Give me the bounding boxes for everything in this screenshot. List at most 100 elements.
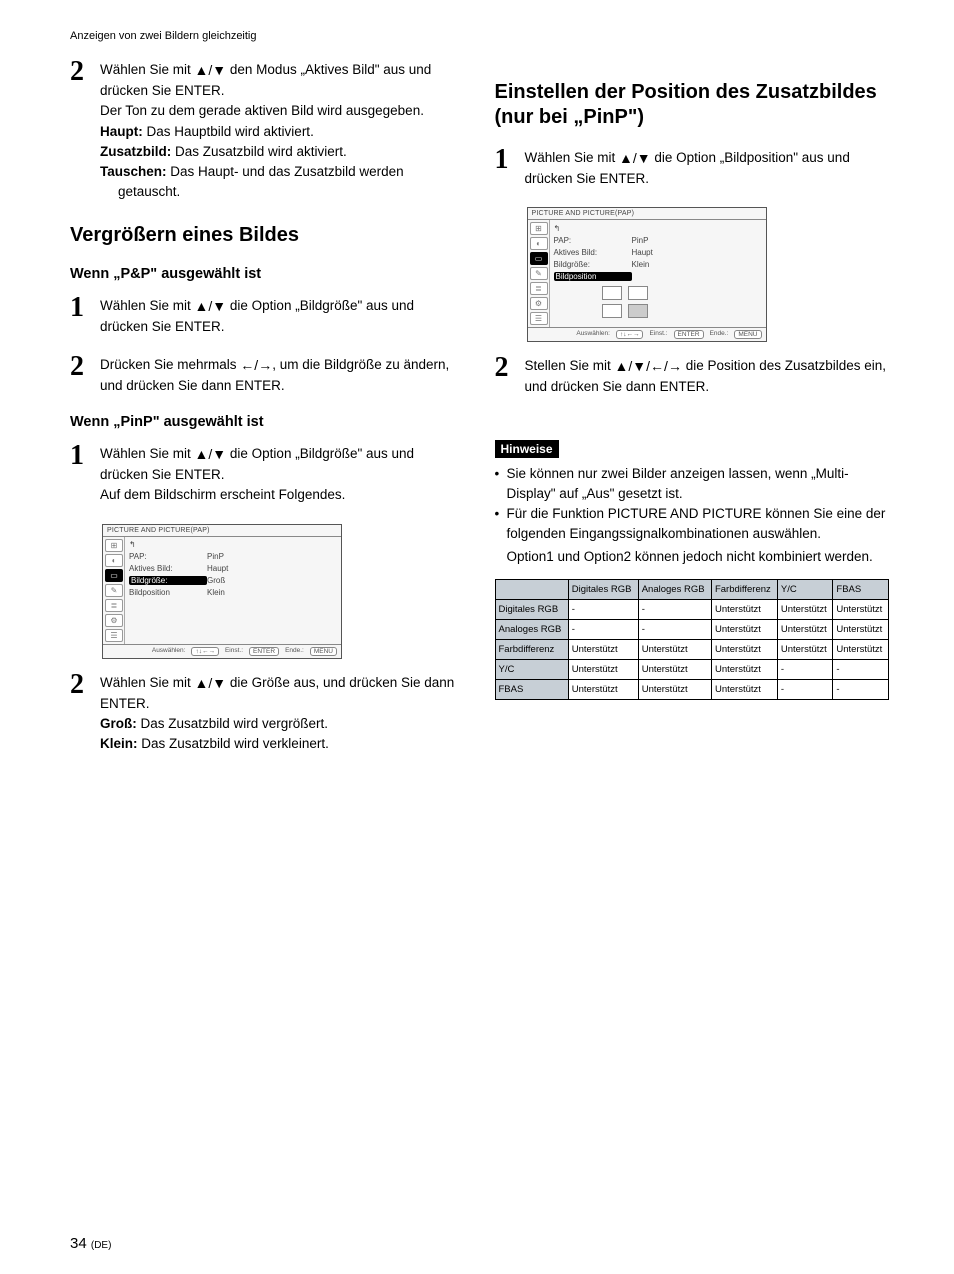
osd-title: PICTURE AND PICTURE(PAP) <box>103 525 341 537</box>
note-text: Option1 und Option2 können jedoch nicht … <box>507 547 890 567</box>
table-cell: - <box>777 679 833 699</box>
step-body: Wählen Sie mit ▲/▼ die Option „Bildposit… <box>525 148 890 189</box>
note-text: Sie können nur zwei Bilder anzeigen lass… <box>507 464 890 505</box>
table-row: Y/CUnterstütztUnterstütztUnterstützt-- <box>495 659 889 679</box>
table-cell: Unterstützt <box>833 619 889 639</box>
osd-menu-row: BildpositionKlein <box>129 587 337 599</box>
osd-icon: ◐ <box>530 237 548 250</box>
osd-sidebar-icons: ⊞ ◐ ▭ ✎ ≣ ⚙ ☰ <box>528 220 550 327</box>
table-cell: Unterstützt <box>638 659 711 679</box>
osd-title: PICTURE AND PICTURE(PAP) <box>528 208 766 220</box>
table-row: Analoges RGB--UnterstütztUnterstütztUnte… <box>495 619 889 639</box>
table-cell: - <box>833 679 889 699</box>
osd-footer-button: ↑↓←→ <box>616 330 644 339</box>
osd-icon: ⚙ <box>105 614 123 627</box>
table-cell: - <box>568 599 638 619</box>
osd-menu-row: PAP:PinP <box>554 234 762 246</box>
table-header-cell: FBAS <box>833 579 889 599</box>
table-row: FBASUnterstütztUnterstütztUnterstützt-- <box>495 679 889 699</box>
step-body: Wählen Sie mit ▲/▼ die Option „Bildgröße… <box>100 296 465 337</box>
osd-row-key: PAP: <box>129 552 207 561</box>
table-cell: Unterstützt <box>833 639 889 659</box>
table-header-cell: Digitales RGB <box>568 579 638 599</box>
osd-icon: ✎ <box>105 584 123 597</box>
page-number-main: 34 <box>70 1235 87 1252</box>
all-arrows-icon: ▲/▼/←/→ <box>615 356 682 377</box>
osd-row-key: Bildposition <box>129 588 207 597</box>
osd-row-key: Bildgröße: <box>129 576 207 585</box>
osd-icon: ✎ <box>530 267 548 280</box>
table-cell: - <box>833 659 889 679</box>
compatibility-table: Digitales RGBAnaloges RGBFarbdifferenzY/… <box>495 579 890 700</box>
osd-row-key: Aktives Bild: <box>554 248 632 257</box>
step-number: 1 <box>70 442 100 470</box>
step-number: 1 <box>70 294 100 322</box>
pp-step-1: 1 Wählen Sie mit ▲/▼ die Option „Bildgrö… <box>70 296 465 337</box>
page-number: 34 (DE) <box>70 1235 111 1252</box>
osd-icon: ⊞ <box>105 539 123 552</box>
osd-footer-button: ENTER <box>674 330 704 339</box>
table-header-cell: Y/C <box>777 579 833 599</box>
table-header-cell: Farbdifferenz <box>711 579 777 599</box>
section-heading-enlarge: Vergrößern eines Bildes <box>70 223 465 248</box>
osd-row-key: Bildposition <box>554 272 632 281</box>
osd-footer-label: Einst.: <box>225 647 243 656</box>
osd-row-value: PinP <box>207 552 337 561</box>
osd-menu-row: Bildgröße:Klein <box>554 258 762 270</box>
osd-content: ↰PAP:PinPAktives Bild:HauptBildgröße:Kle… <box>550 220 766 327</box>
osd-menu-row: ↰ <box>129 539 337 551</box>
osd-menu-row: PAP:PinP <box>129 551 337 563</box>
position-box <box>628 286 648 300</box>
position-step-2: 2 Stellen Sie mit ▲/▼/←/→ die Position d… <box>495 356 890 397</box>
osd-row-value: Klein <box>632 260 762 269</box>
osd-footer-label: Auswählen: <box>152 647 186 656</box>
osd-menu-row: Aktives Bild:Haupt <box>554 246 762 258</box>
step-body: Wählen Sie mit ▲/▼ den Modus „Aktives Bi… <box>100 60 465 203</box>
pinp-step-2: 2 Wählen Sie mit ▲/▼ die Größe aus, und … <box>70 673 465 755</box>
text: Das Hauptbild wird aktiviert. <box>143 124 314 139</box>
note-text: Für die Funktion PICTURE AND PICTURE kön… <box>507 504 890 545</box>
table-row-header: Digitales RGB <box>495 599 568 619</box>
osd-menu-figure-bildgroesse: PICTURE AND PICTURE(PAP) ⊞ ◐ ▭ ✎ ≣ ⚙ ☰ ↰… <box>102 524 342 659</box>
osd-row-key: Bildgröße: <box>554 260 632 269</box>
osd-menu-row: Bildgröße:Groß <box>129 575 337 587</box>
table-cell: Unterstützt <box>833 599 889 619</box>
table-cell: Unterstützt <box>777 639 833 659</box>
text: Das Zusatzbild wird vergrößert. <box>137 716 328 731</box>
table-row-header: Analoges RGB <box>495 619 568 639</box>
table-row: FarbdifferenzUnterstütztUnterstütztUnter… <box>495 639 889 659</box>
table-cell: Unterstützt <box>638 639 711 659</box>
osd-row-key: Aktives Bild: <box>129 564 207 573</box>
up-down-arrow-icon: ▲/▼ <box>195 673 227 694</box>
step-body: Stellen Sie mit ▲/▼/←/→ die Position des… <box>525 356 890 397</box>
left-right-arrow-icon: ←/→ <box>240 355 272 376</box>
text: Wählen Sie mit <box>100 675 195 690</box>
osd-footer-button: ENTER <box>249 647 279 656</box>
table-cell: - <box>638 599 711 619</box>
osd-footer-label: Einst.: <box>649 330 667 339</box>
page-number-suffix: (DE) <box>91 1240 112 1251</box>
table-cell: - <box>568 619 638 639</box>
osd-icon: ⚙ <box>530 297 548 310</box>
osd-icon: ◐ <box>105 554 123 567</box>
gross-label: Groß: <box>100 716 137 731</box>
running-header: Anzeigen von zwei Bildern gleichzeitig <box>70 30 889 42</box>
step-body: Wählen Sie mit ▲/▼ die Option „Bildgröße… <box>100 444 465 506</box>
text: Stellen Sie mit <box>525 358 615 373</box>
haupt-label: Haupt: <box>100 124 143 139</box>
osd-row-key: PAP: <box>554 236 632 245</box>
right-column: Einstellen der Position des Zusatzbildes… <box>495 60 890 772</box>
table-cell: Unterstützt <box>711 659 777 679</box>
position-step-1: 1 Wählen Sie mit ▲/▼ die Option „Bildpos… <box>495 148 890 189</box>
table-row: Digitales RGB--UnterstütztUnterstütztUnt… <box>495 599 889 619</box>
osd-icon: ☰ <box>530 312 548 325</box>
step-body: Drücken Sie mehrmals ←/→, um die Bildgrö… <box>100 355 465 396</box>
osd-row-value: PinP <box>632 236 762 245</box>
osd-position-preview-row1 <box>554 286 762 300</box>
note-item: •Sie können nur zwei Bilder anzeigen las… <box>495 464 890 505</box>
osd-menu-row: Bildposition <box>554 270 762 282</box>
table-row-header: Farbdifferenz <box>495 639 568 659</box>
position-box <box>602 304 622 318</box>
text: Wählen Sie mit <box>100 298 195 313</box>
text: Der Ton zu dem gerade aktiven Bild wird … <box>100 103 424 118</box>
